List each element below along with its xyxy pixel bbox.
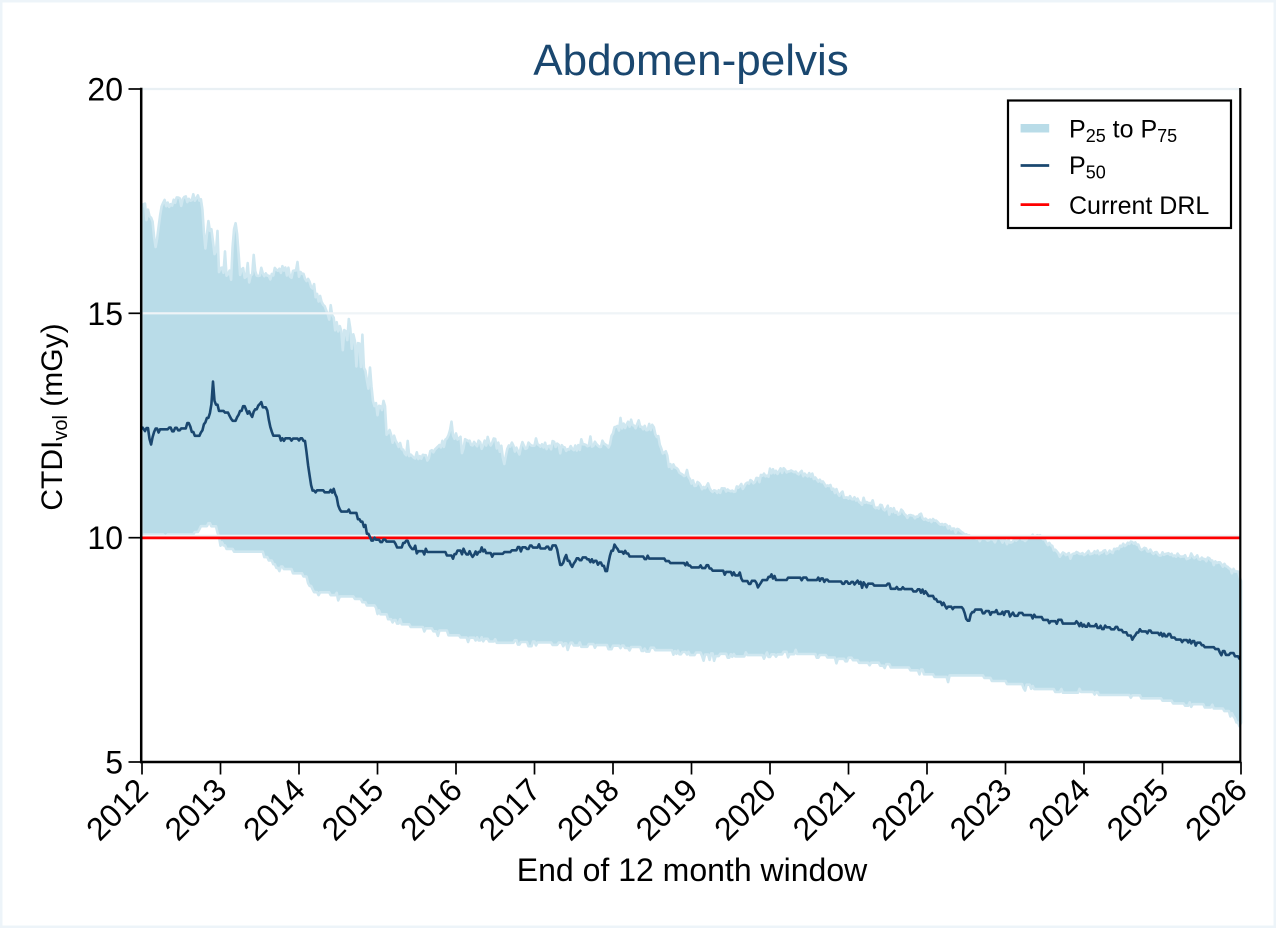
- svg-text:End of 12 month window: End of 12 month window: [517, 852, 868, 888]
- svg-text:Abdomen-pelvis: Abdomen-pelvis: [533, 36, 849, 85]
- svg-text:10: 10: [87, 520, 123, 556]
- svg-text:15: 15: [87, 296, 123, 332]
- svg-text:Current DRL: Current DRL: [1069, 192, 1209, 220]
- svg-text:20: 20: [87, 72, 123, 108]
- svg-text:5: 5: [105, 745, 123, 781]
